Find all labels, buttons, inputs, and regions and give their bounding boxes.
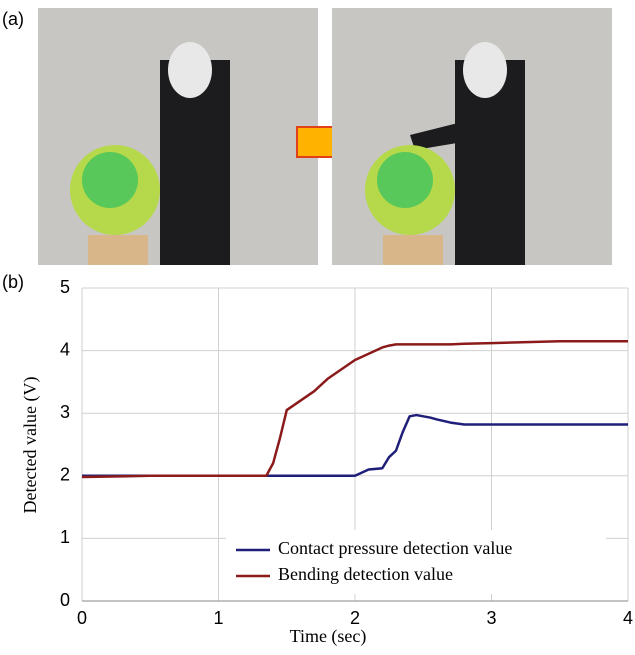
photo-after	[332, 8, 612, 265]
x-tick-label: 4	[623, 608, 633, 628]
y-tick-label: 4	[60, 339, 70, 359]
legend-label: Contact pressure detection value	[278, 538, 512, 558]
y-tick-label: 1	[60, 527, 70, 547]
legend-label: Bending detection value	[278, 564, 453, 584]
x-tick-label: 3	[486, 608, 496, 628]
y-tick-label: 5	[60, 277, 70, 297]
figure: (a) (b) Time (sec) Detected value (V) 0 1…	[0, 0, 635, 655]
panel-label: (b)	[2, 272, 24, 292]
x-axis-title: Time (sec)	[290, 626, 367, 647]
panel-label: (a)	[2, 9, 24, 29]
x-tick-label: 1	[213, 608, 223, 628]
x-tick-label: 2	[350, 608, 360, 628]
y-tick-label: 0	[60, 590, 70, 610]
photo-before	[38, 8, 318, 265]
y-tick-label: 2	[60, 465, 70, 485]
x-tick-label: 0	[77, 608, 87, 628]
y-axis-title: Detected value (V)	[20, 377, 41, 514]
y-tick-label: 3	[60, 402, 70, 422]
